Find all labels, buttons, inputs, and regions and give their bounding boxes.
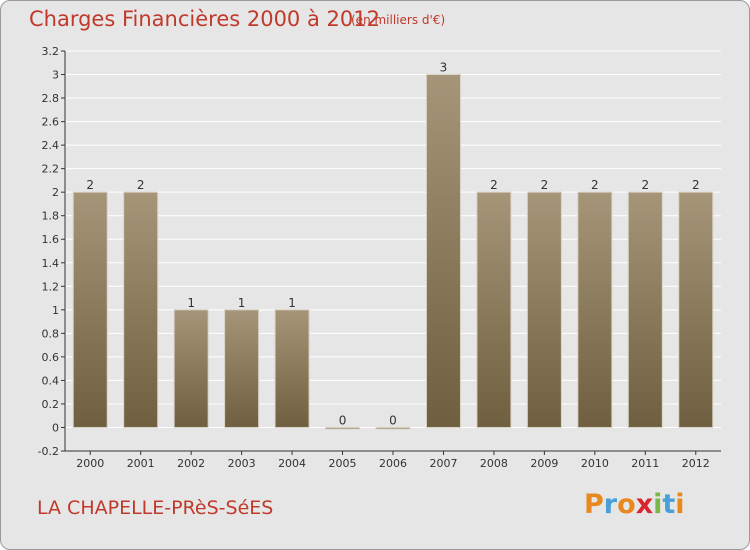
y-tick-label: 0.4 (42, 374, 60, 387)
bar-2003 (224, 309, 260, 428)
bar-value-label: 0 (339, 413, 347, 427)
logo-letter: o (617, 489, 636, 520)
y-tick-label: 3 (52, 69, 59, 82)
bar-value-label: 0 (389, 413, 397, 427)
y-tick-label: 0 (52, 421, 59, 434)
y-tick-label: 1.6 (42, 233, 60, 246)
x-tick-label: 2000 (76, 457, 104, 470)
y-tick-label: 1.4 (42, 257, 60, 270)
x-tick-label: 2008 (480, 457, 508, 470)
y-tick-label: 0.8 (42, 327, 60, 340)
bar-value-label: 1 (238, 296, 246, 310)
x-tick-label: 2004 (278, 457, 306, 470)
bar-2009 (526, 191, 562, 428)
x-tick-label: 2012 (682, 457, 710, 470)
x-tick-label: 2005 (329, 457, 357, 470)
bars (72, 74, 714, 430)
x-tick-label: 2003 (228, 457, 256, 470)
bar-value-label: 1 (187, 296, 195, 310)
y-tick-label: 0.2 (42, 398, 60, 411)
y-tick-label: 2.2 (42, 163, 60, 176)
bar-value-label: 2 (490, 178, 498, 192)
commune-name: LA CHAPELLE-PRèS-SéES (37, 497, 274, 519)
y-tick-label: 2.8 (42, 92, 60, 105)
bar-value-label: 2 (641, 178, 649, 192)
bar-value-label: 3 (440, 61, 448, 75)
axes: -0.2 0 0.2 0.4 0.6 0.8 1 1.2 1.4 1.6 1.8 2 2.2 2.4 2.6… (38, 45, 721, 458)
x-tick-label: 2009 (530, 457, 558, 470)
y-tick-label: 2.6 (42, 116, 60, 129)
x-tick-label: 2011 (631, 457, 659, 470)
bar-2002 (173, 309, 209, 428)
x-tick-label: 2010 (581, 457, 609, 470)
labels: 2 2000 2 2001 1 2002 1 2003 1 2004 0 2005 0 2006 3 2007… (76, 61, 710, 470)
logo-letter: i (653, 489, 663, 520)
bar-2000 (72, 191, 108, 428)
y-tick-label: 0.6 (42, 351, 60, 364)
y-tick-label: 2 (52, 186, 59, 199)
logo-letter: i (675, 489, 685, 520)
bar-2011 (627, 191, 663, 428)
y-tick-label: 2.4 (42, 139, 60, 152)
bar-value-label: 2 (137, 178, 145, 192)
x-tick-label: 2006 (379, 457, 407, 470)
bar-value-label: 2 (692, 178, 700, 192)
proxiti-logo[interactable]: Proxiti (584, 489, 685, 520)
y-tick-label: 1 (52, 304, 59, 317)
bar-value-label: 2 (541, 178, 549, 192)
bar-2008 (476, 191, 512, 428)
bar-value-label: 1 (288, 296, 296, 310)
y-tick-label: 1.8 (42, 210, 60, 223)
bar-2007 (425, 74, 461, 428)
chart-title: Charges Financières 2000 à 2012 (29, 7, 380, 31)
x-tick-label: 2007 (429, 457, 457, 470)
bar-2006 (375, 426, 411, 430)
bar-value-label: 2 (591, 178, 599, 192)
bar-2001 (123, 191, 159, 428)
grid-lines (65, 50, 721, 452)
y-tick-label: 1.2 (42, 280, 60, 293)
bar-2010 (577, 191, 613, 428)
bar-value-label: 2 (86, 178, 94, 192)
logo-letter: r (603, 489, 618, 520)
y-tick-label: -0.2 (38, 445, 59, 458)
y-tick-label: 3.2 (42, 45, 60, 58)
bar-2004 (274, 309, 310, 428)
logo-letter: t (662, 489, 676, 520)
bar-2005 (325, 426, 361, 430)
logo-letter: x (635, 489, 654, 520)
x-tick-label: 2001 (127, 457, 155, 470)
x-tick-label: 2002 (177, 457, 205, 470)
chart-unit: (en milliers d'€) (351, 13, 446, 27)
logo-letter: P (584, 489, 604, 520)
bar-2012 (678, 191, 714, 428)
